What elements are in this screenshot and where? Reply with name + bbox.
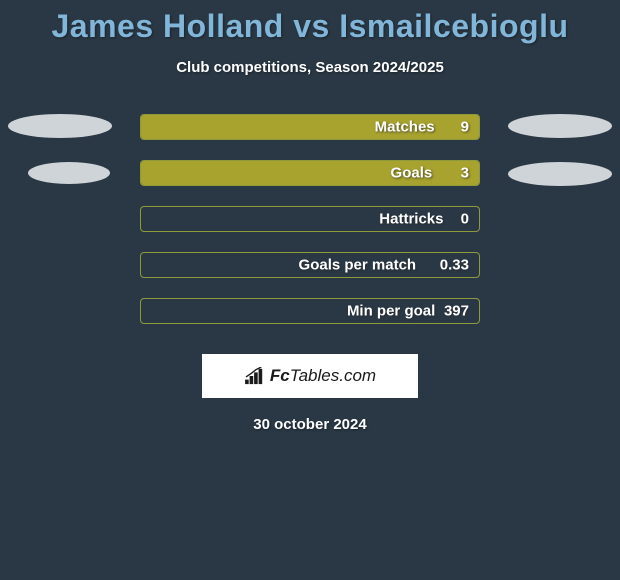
bar-value: 397 bbox=[444, 303, 469, 320]
right-marker-ellipse bbox=[508, 162, 612, 186]
fctables-logo: FcTables.com bbox=[202, 354, 418, 398]
logo-text: FcTables.com bbox=[270, 366, 376, 386]
bar-label: Matches bbox=[375, 119, 435, 136]
bar-value: 3 bbox=[461, 165, 469, 182]
bar-track: Min per goal 397 bbox=[140, 298, 480, 324]
chart-row: Hattricks 0 bbox=[0, 206, 620, 252]
bar-label: Goals per match bbox=[299, 257, 417, 274]
left-marker-ellipse bbox=[28, 162, 110, 184]
bar-value: 9 bbox=[461, 119, 469, 136]
chart-row: Matches 9 bbox=[0, 114, 620, 160]
bar-label: Goals bbox=[391, 165, 433, 182]
bar-track: Matches 9 bbox=[140, 114, 480, 140]
bar-label: Hattricks bbox=[379, 211, 443, 228]
bar-track: Hattricks 0 bbox=[140, 206, 480, 232]
bar-value: 0 bbox=[461, 211, 469, 228]
bar-chart-icon bbox=[244, 367, 266, 385]
chart-row: Min per goal 397 bbox=[0, 298, 620, 344]
page-title: James Holland vs Ismailcebioglu bbox=[0, 0, 620, 45]
bar-label: Min per goal bbox=[347, 303, 435, 320]
chart-row: Goals per match 0.33 bbox=[0, 252, 620, 298]
date-label: 30 october 2024 bbox=[0, 416, 620, 433]
comparison-chart: Matches 9 Goals 3 Hattricks 0 Goals per … bbox=[0, 114, 620, 344]
bar-value: 0.33 bbox=[440, 257, 469, 274]
left-marker-ellipse bbox=[8, 114, 112, 138]
right-marker-ellipse bbox=[508, 114, 612, 138]
bar-track: Goals 3 bbox=[140, 160, 480, 186]
subtitle: Club competitions, Season 2024/2025 bbox=[0, 59, 620, 76]
chart-row: Goals 3 bbox=[0, 160, 620, 206]
bar-track: Goals per match 0.33 bbox=[140, 252, 480, 278]
